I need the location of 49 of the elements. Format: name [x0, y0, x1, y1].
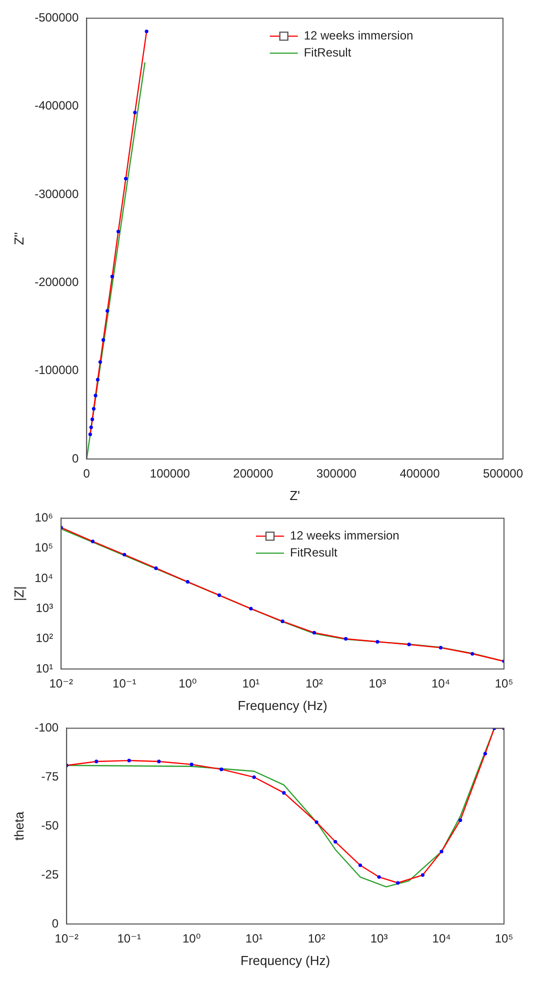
x-tick-label: 10⁰ [178, 676, 197, 691]
x-tick-label: 10⁵ [494, 932, 514, 946]
x-tick-label: 10⁵ [494, 676, 514, 691]
y-tick-label: 10² [36, 631, 54, 646]
legend-label: FitResult [304, 46, 352, 60]
y-axis-title: |Z| [11, 586, 26, 601]
x-tick-label: 500000 [482, 466, 524, 481]
y-tick-label: -500000 [34, 10, 79, 25]
y-tick-label: -200000 [34, 274, 79, 289]
x-tick-label: 10⁴ [431, 676, 450, 691]
x-tick-label: 100000 [150, 466, 190, 481]
x-tick-label: 10³ [370, 932, 388, 946]
legend-label: 12 weeks immersion [304, 28, 414, 43]
y-tick-label: 10⁴ [34, 570, 54, 585]
y-tick-label: -50 [41, 818, 59, 832]
y-tick-label: 0 [52, 916, 59, 930]
y-axis-title: Z'' [11, 232, 26, 246]
x-tick-label: 200000 [233, 466, 274, 481]
y-tick-label: 10¹ [36, 661, 54, 676]
x-tick-label: 10¹ [242, 676, 260, 691]
y-tick-label: -300000 [34, 186, 79, 201]
y-tick-label: 10⁶ [34, 510, 54, 525]
x-tick-label: 10⁰ [182, 932, 201, 946]
y-tick-label: -75 [41, 769, 59, 784]
x-tick-label: 10³ [368, 676, 386, 691]
x-axis-title: Frequency (Hz) [238, 698, 328, 713]
y-tick-label: -25 [41, 867, 59, 882]
y-tick-label: 10³ [36, 600, 54, 615]
x-tick-label: 10² [306, 676, 323, 691]
x-tick-label: 10⁴ [432, 932, 451, 946]
x-tick-label: 10² [308, 932, 326, 946]
x-axis-title: Z' [290, 488, 300, 503]
x-tick-label: 10⁻² [54, 932, 78, 946]
x-tick-label: 10⁻² [49, 676, 73, 691]
x-axis-title: Frequency (Hz) [240, 952, 330, 968]
x-tick-label: 400000 [400, 466, 440, 481]
x-tick-label: 10⁻¹ [112, 676, 136, 691]
y-tick-label: -400000 [34, 98, 79, 113]
y-tick-label: 10⁵ [34, 540, 54, 555]
x-tick-label: 10¹ [245, 932, 263, 946]
legend-label: FitResult [290, 546, 338, 560]
y-tick-label: -100000 [34, 363, 79, 378]
y-axis-title: theta [11, 810, 26, 841]
x-tick-label: 300000 [316, 466, 357, 481]
x-tick-label: 0 [83, 466, 90, 481]
y-tick-label: 0 [72, 451, 79, 466]
legend-label: 12 weeks immersion [290, 528, 400, 543]
x-tick-label: 10⁻¹ [117, 932, 141, 946]
y-tick-label: -100 [34, 720, 59, 735]
